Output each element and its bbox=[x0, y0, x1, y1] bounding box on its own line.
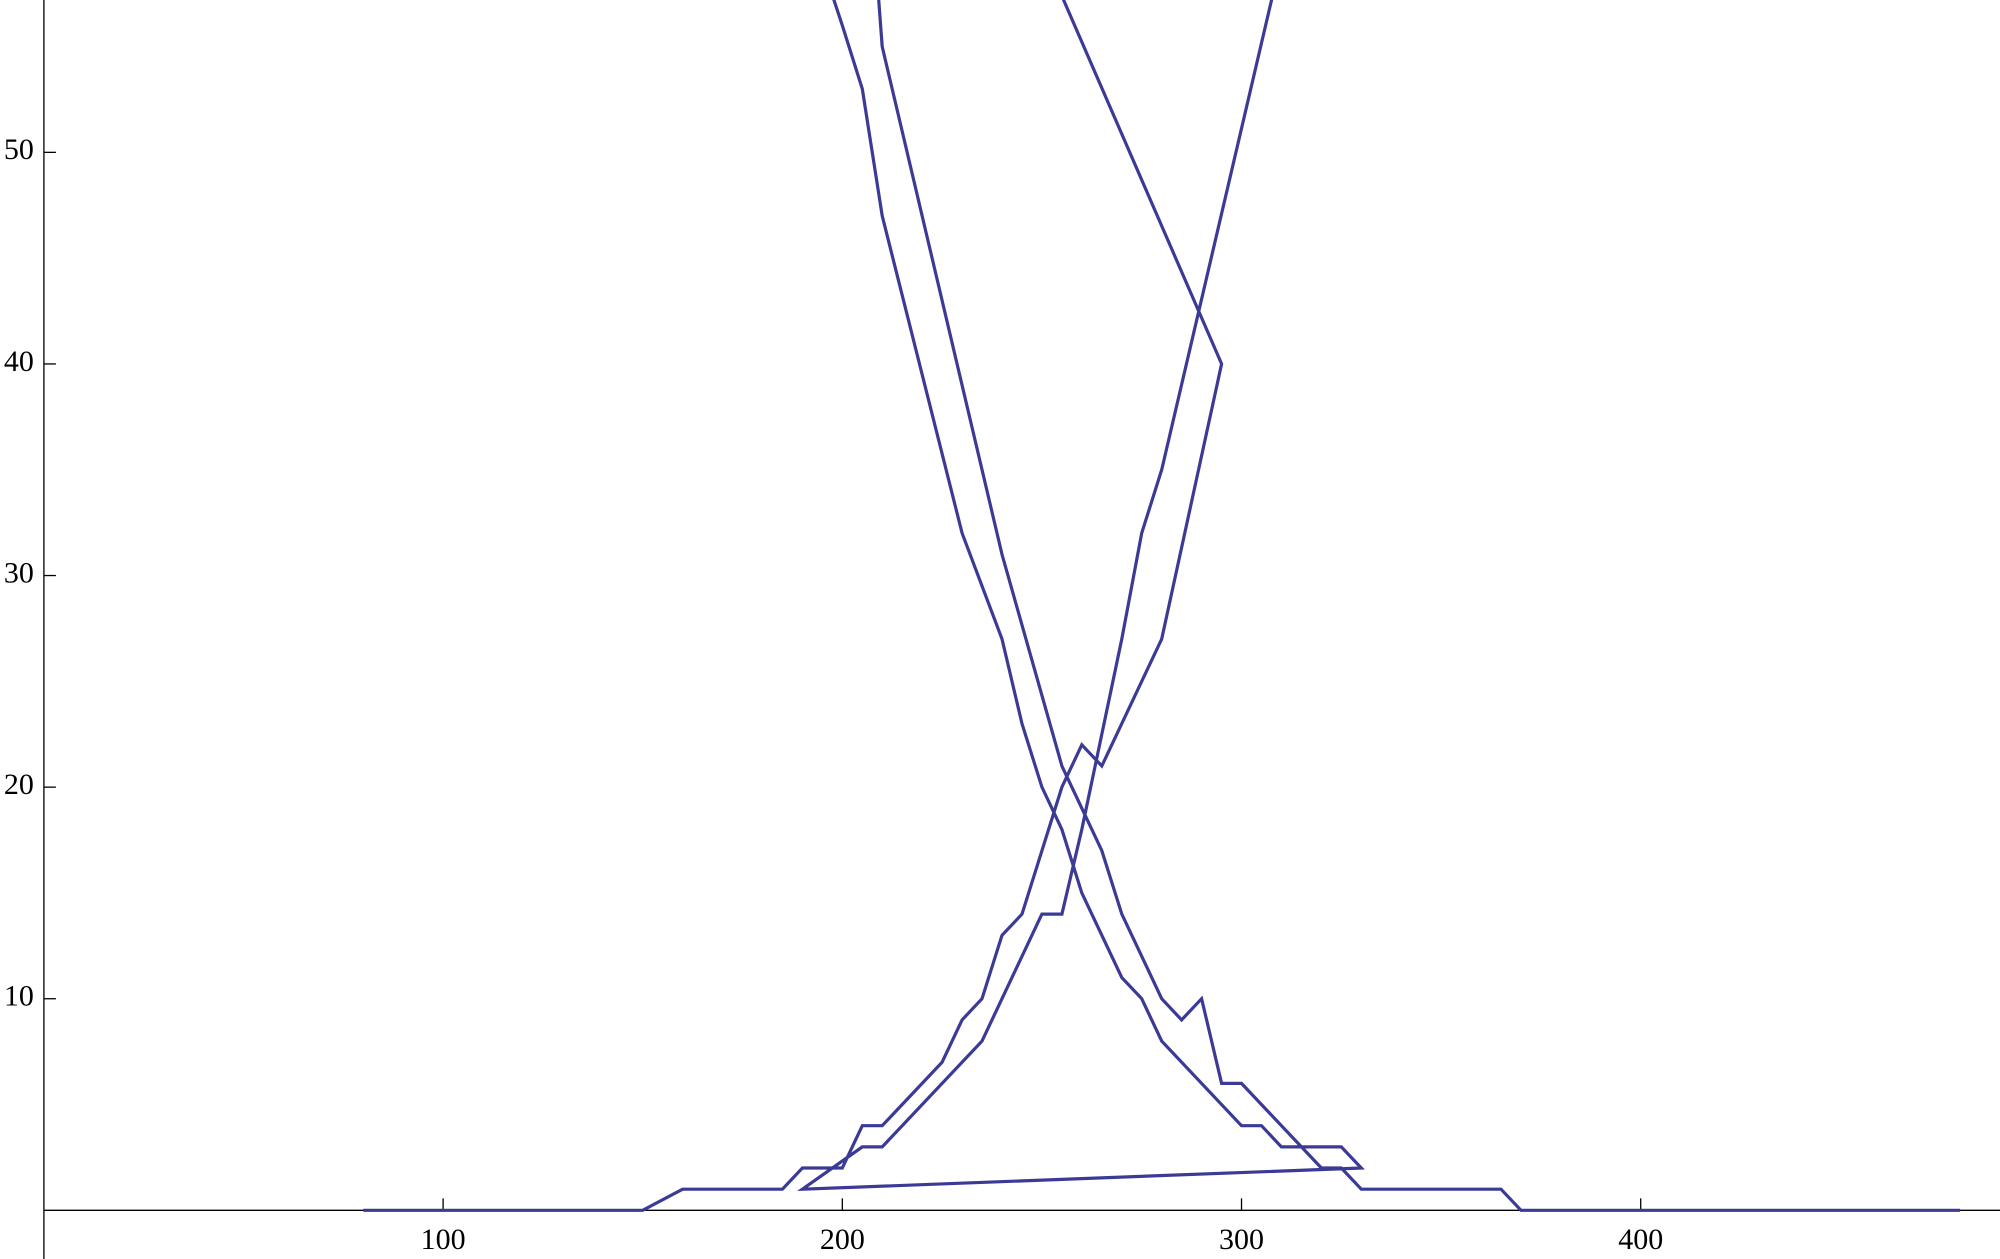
y-tick-label: 30 bbox=[4, 556, 34, 589]
y-tick-label: 20 bbox=[4, 768, 34, 801]
x-tick-label: 100 bbox=[421, 1223, 466, 1256]
x-tick-label: 300 bbox=[1219, 1223, 1264, 1256]
y-tick-label: 40 bbox=[4, 345, 34, 378]
x-tick-label: 400 bbox=[1618, 1223, 1663, 1256]
data-line bbox=[363, 0, 1961, 1212]
y-tick-label: 50 bbox=[4, 133, 34, 166]
x-tick-label: 200 bbox=[820, 1223, 865, 1256]
y-tick-label: 10 bbox=[4, 980, 34, 1013]
